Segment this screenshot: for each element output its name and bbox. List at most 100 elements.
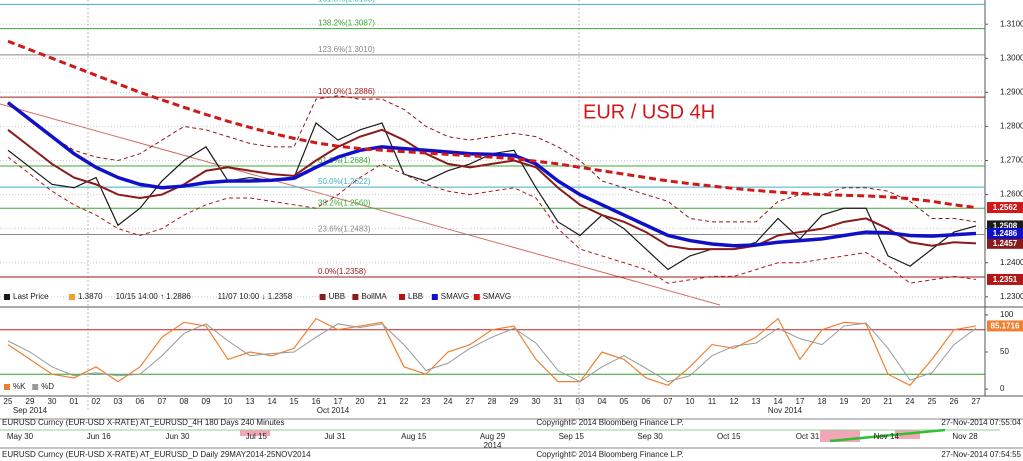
level-label: 38.2%(1.2560): [318, 198, 371, 207]
legend-swatch: [473, 294, 480, 300]
x-tick-label: 21: [378, 397, 387, 406]
x-tick-label: 01: [70, 397, 79, 406]
x-tick-label: 26: [950, 397, 959, 406]
footer-right: 27-Nov-2014 07:55:04: [941, 418, 1021, 427]
strip-date-label: Aug 29: [480, 432, 506, 441]
level-label: 50.0%(1.2622): [318, 177, 371, 186]
x-tick-label: 19: [840, 397, 849, 406]
legend-label: LBB: [408, 292, 423, 301]
y-tick-label: 1.3000: [1000, 53, 1023, 62]
x-tick-label: 20: [862, 397, 871, 406]
month-label: Nov 2014: [768, 406, 803, 415]
price-flag-label: 1.2351: [993, 275, 1018, 284]
price-flag: [987, 220, 1023, 232]
strip-year-label: 2014: [484, 441, 502, 450]
strip-date-label: Sep 30: [637, 432, 663, 441]
price-flag-label: 1.2508: [993, 222, 1018, 231]
trend-line: [0, 103, 721, 306]
legend-label: %D: [41, 382, 54, 391]
price-flag-label: 1.2486: [993, 229, 1018, 238]
strip-date-label: Oct 15: [717, 432, 741, 441]
strip-date-label: Nov 28: [952, 432, 978, 441]
legend-label: SMAVG: [483, 292, 511, 301]
legend-label: SMAVG: [441, 292, 469, 301]
footer-center: Copyright© 2014 Bloomberg Finance L.P.: [536, 450, 683, 459]
x-tick-label: 08: [180, 397, 189, 406]
legend-label: UBB: [329, 292, 345, 301]
x-tick-label: 03: [576, 397, 585, 406]
y-tick-label: 1.3100: [1000, 19, 1023, 28]
y-tick-label: 1.2800: [1000, 122, 1023, 131]
legend-swatch: [399, 294, 405, 300]
x-tick-label: 29: [26, 397, 35, 406]
x-tick-label: 03: [114, 397, 123, 406]
x-tick-label: 20: [356, 397, 365, 406]
chart-title: EUR / USD 4H: [583, 101, 715, 123]
x-tick-label: 07: [158, 397, 167, 406]
price-flag: [987, 227, 1023, 239]
price-flag-label: 1.2457: [993, 239, 1018, 248]
x-tick-label: 31: [554, 397, 563, 406]
month-label: Sep 2014: [13, 406, 48, 415]
x-tick-label: 12: [730, 397, 739, 406]
legend-swatch: [352, 294, 359, 300]
legend-label: 10/15 14:00 ↑ 1.2886: [116, 292, 192, 301]
legend-swatch: [69, 294, 75, 300]
price-flag-label: 85.1716: [991, 322, 1020, 331]
y-tick-label: 100: [1000, 310, 1014, 319]
x-tick-label: 04: [598, 397, 607, 406]
y-tick-label: 50: [1000, 347, 1009, 356]
legend-swatch: [431, 294, 438, 300]
legend-label: 11/07 10:00 ↓ 1.2358: [218, 292, 293, 301]
y-tick-label: 1.2600: [1000, 190, 1023, 199]
strip-date-label: May 30: [7, 432, 34, 441]
x-tick-label: 06: [642, 397, 651, 406]
footer-right: 27-Nov-2014 07:54:55: [941, 450, 1021, 459]
legend-swatch: [32, 384, 39, 390]
footer-center: Copyright© 2014 Bloomberg Finance L.P.: [536, 418, 683, 427]
strip-trend: [829, 428, 946, 443]
legend-label: %K: [13, 382, 26, 391]
daily-strip-bars: [0, 428, 1000, 443]
y-tick-label: 1.2300: [1000, 292, 1023, 301]
price-flag: [987, 202, 1023, 214]
x-tick-label: 23: [422, 397, 431, 406]
strip-bar: [240, 430, 270, 436]
legend-swatch: [319, 294, 326, 300]
level-label: 123.6%(1.3010): [318, 45, 375, 54]
legend-label: Last Price: [13, 292, 49, 301]
month-label: Oct 2014: [317, 406, 350, 415]
strip-date-label: Nov 14: [874, 432, 900, 441]
x-tick-label: 25: [928, 397, 937, 406]
y-tick-label: 0: [1000, 384, 1005, 393]
level-label: 23.6%(1.2483): [318, 225, 371, 234]
x-tick-label: 13: [246, 397, 255, 406]
x-tick-label: 22: [400, 397, 409, 406]
strip-date-label: Jul 31: [324, 432, 346, 441]
strip-date-label: Sep 15: [559, 432, 585, 441]
x-tick-label: 02: [92, 397, 101, 406]
x-tick-label: 29: [510, 397, 519, 406]
legend-swatch: [4, 294, 10, 300]
series-line: [7, 317, 977, 387]
x-tick-label: 15: [290, 397, 299, 406]
x-tick-label: 17: [796, 397, 805, 406]
series-line: [7, 39, 977, 210]
price-flag-label: 1.2562: [993, 203, 1018, 212]
price-flag: [987, 273, 1023, 285]
strip-date-label: Jun 16: [87, 432, 112, 441]
series-line: [7, 322, 977, 383]
level-label: 138.2%(1.3087): [318, 19, 375, 28]
legend-swatch: [4, 384, 10, 390]
x-tick-label: 30: [48, 397, 57, 406]
x-tick-label: 21: [884, 397, 893, 406]
x-tick-label: 27: [466, 397, 475, 406]
y-tick-label: 1.2700: [1000, 156, 1023, 165]
x-tick-label: 11: [708, 397, 717, 406]
series-line: [7, 156, 977, 284]
x-tick-label: 30: [532, 397, 541, 406]
y-tick-label: 1.2900: [1000, 87, 1023, 96]
x-tick-label: 24: [444, 397, 453, 406]
footer-left: EURUSD Curncy (EUR-USD X-RATE) AT_EURUSD…: [2, 418, 284, 427]
x-tick-label: 14: [774, 397, 783, 406]
